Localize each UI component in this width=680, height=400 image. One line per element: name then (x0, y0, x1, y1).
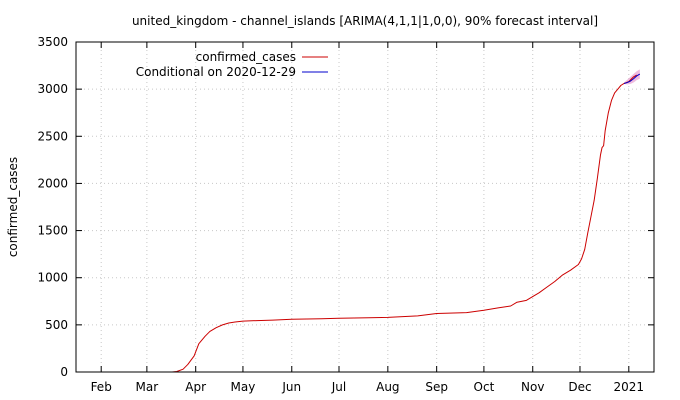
series-line-0 (172, 74, 637, 373)
legend-label: confirmed_cases (196, 50, 296, 64)
y-tick-label: 1500 (37, 224, 68, 238)
x-tick-label: Apr (185, 380, 206, 394)
series-line-1 (623, 73, 641, 84)
y-tick-label: 3000 (37, 82, 68, 96)
forecast-interval-band (624, 69, 640, 85)
x-tick-label: 2021 (614, 380, 645, 394)
legend-label: Conditional on 2020-12-29 (136, 65, 296, 79)
series-lines (172, 73, 641, 373)
x-tick-label: Jun (281, 380, 301, 394)
plot-frame (75, 41, 655, 373)
y-tick-label: 2500 (37, 129, 68, 143)
x-tick-label: Sep (425, 380, 448, 394)
x-tick-label: Mar (136, 380, 159, 394)
y-tick-label: 3500 (37, 35, 68, 49)
x-tick-label: Feb (91, 380, 112, 394)
y-tick-label: 1000 (37, 271, 68, 285)
x-tick-label: Aug (376, 380, 399, 394)
x-tick-label: Dec (568, 380, 591, 394)
chart-title: united_kingdom - channel_islands [ARIMA(… (132, 14, 598, 28)
x-tick-label: Oct (474, 380, 495, 394)
axis-ticks: 0 500 1000 1500 2000 2500 3000 3500 Feb Mar Apr May… (37, 35, 654, 394)
x-tick-label: Jul (331, 380, 346, 394)
y-tick-label: 2000 (37, 176, 68, 190)
y-tick-label: 0 (60, 365, 68, 379)
y-axis-label: confirmed_cases (6, 157, 20, 257)
y-tick-label: 500 (45, 318, 68, 332)
x-tick-label: May (231, 380, 256, 394)
x-tick-label: Nov (521, 380, 544, 394)
grid-lines (76, 42, 654, 372)
forecast-intervals (624, 69, 640, 85)
